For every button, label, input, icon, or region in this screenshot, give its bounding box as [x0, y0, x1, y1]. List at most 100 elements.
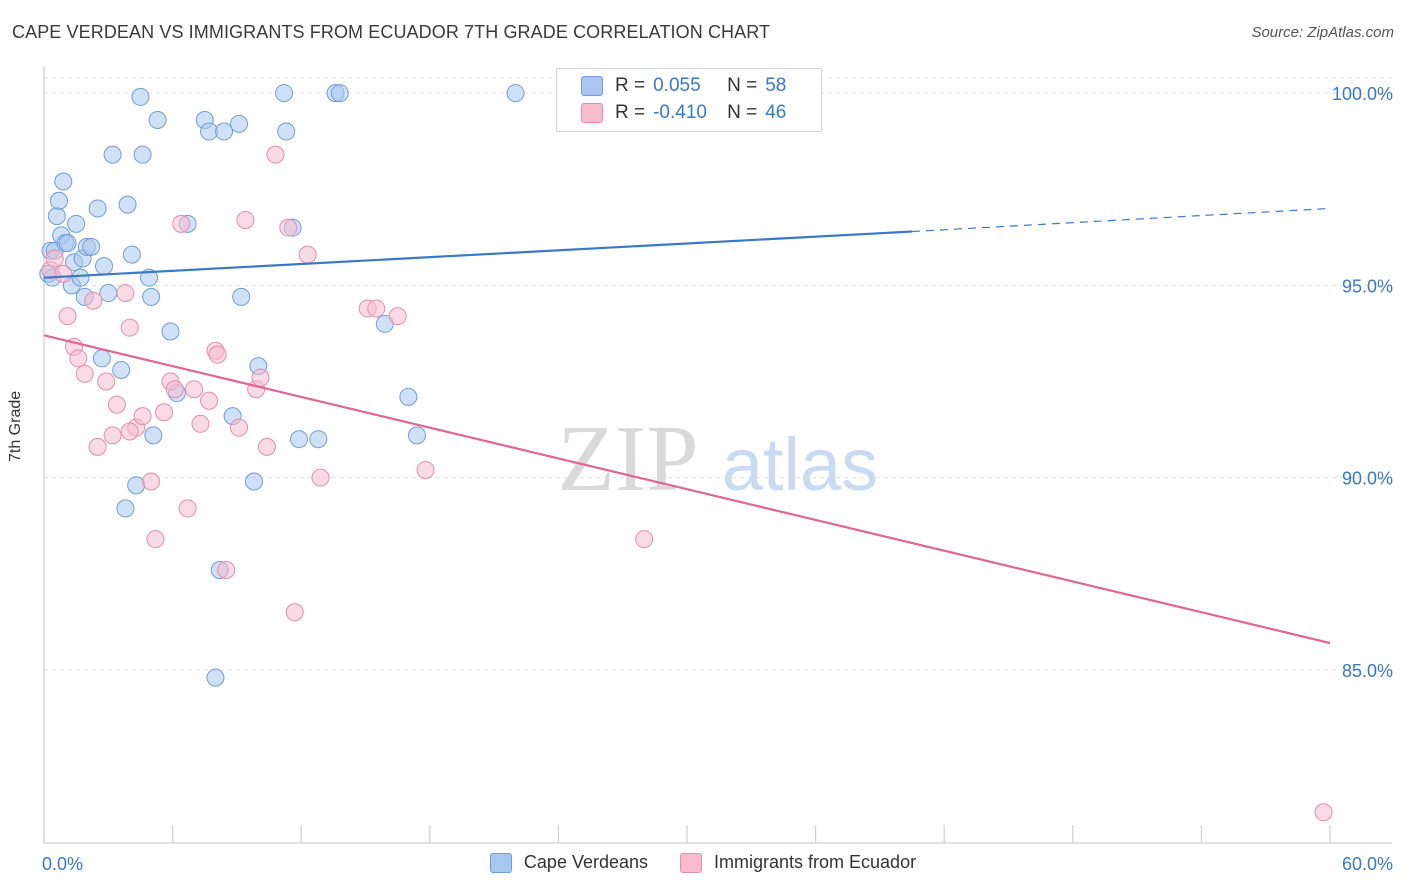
data-point [69, 349, 88, 368]
data-point [103, 426, 122, 445]
watermark-atlas: atlas [722, 423, 878, 506]
data-point [191, 414, 210, 433]
data-point [140, 268, 159, 287]
y-tick-label: 100.0% [1332, 84, 1393, 104]
data-point [161, 322, 180, 341]
data-point [388, 307, 407, 326]
data-point [50, 191, 69, 210]
trend-lines [43, 207, 1331, 645]
data-point [142, 287, 161, 306]
legend-swatch-blue [489, 852, 512, 873]
data-point [399, 387, 418, 406]
watermark-zip: ZIP [558, 407, 699, 511]
data-point [230, 114, 249, 133]
legend-n-label: N = [727, 102, 758, 123]
data-point [45, 249, 64, 268]
data-point [122, 245, 141, 264]
data-point [120, 318, 139, 337]
legend-n-value: 46 [765, 102, 787, 123]
data-point [236, 210, 255, 229]
data-point [165, 380, 184, 399]
legend-swatch-pink [581, 103, 603, 123]
data-point [506, 84, 525, 103]
data-point [266, 145, 285, 164]
data-point [416, 460, 435, 479]
data-point [185, 380, 204, 399]
legend-item-cape-verdeans: Cape Verdeans [489, 852, 648, 873]
data-point [245, 472, 264, 491]
data-point [88, 199, 107, 218]
data-point [116, 284, 135, 303]
data-point [99, 284, 118, 303]
legend-r-label: R = [615, 75, 646, 96]
y-axis-label: 7th Grade [7, 390, 24, 462]
legend-r-label: R = [615, 102, 646, 123]
source-label: Source: ZipAtlas.com [1251, 24, 1394, 41]
data-point [133, 145, 152, 164]
data-point [84, 291, 103, 310]
data-point [146, 530, 165, 549]
data-point [54, 172, 73, 191]
legend-row-ecuador: R = -0.410 N = 46 [581, 100, 786, 126]
data-point [142, 472, 161, 491]
data-point [275, 84, 294, 103]
legend-n-label: N = [727, 75, 758, 96]
data-point [257, 437, 276, 456]
data-point [290, 430, 309, 449]
data-point [635, 530, 654, 549]
data-point [103, 145, 122, 164]
data-point [407, 426, 426, 445]
data-point [148, 110, 167, 129]
legend-swatch-blue [581, 76, 603, 96]
data-point [230, 418, 249, 437]
data-point [107, 395, 126, 414]
data-point [217, 560, 236, 579]
data-point [116, 499, 135, 518]
data-point [311, 468, 330, 487]
data-point [71, 268, 90, 287]
gridlines [44, 77, 1392, 671]
x-tick-label: 0.0% [42, 854, 83, 874]
data-point [330, 84, 349, 103]
y-tick-label: 90.0% [1342, 469, 1393, 489]
data-point [155, 403, 174, 422]
data-point [75, 364, 94, 383]
data-point [172, 214, 191, 233]
data-point [200, 122, 219, 141]
legend-r-value: -0.410 [653, 102, 707, 123]
data-point [92, 349, 111, 368]
data-points [39, 84, 1333, 822]
tick-labels: 85.0% 90.0% 95.0% 100.0% 0.0% 60.0% [42, 84, 1393, 874]
data-point [277, 122, 296, 141]
data-point [232, 287, 251, 306]
data-point [215, 122, 234, 141]
data-point [200, 391, 219, 410]
trend-line-extension [912, 207, 1331, 233]
data-point [133, 407, 152, 426]
data-point [279, 218, 298, 237]
legend-r-value: 0.055 [653, 75, 701, 96]
y-tick-label: 85.0% [1342, 661, 1393, 681]
legend-swatch-pink [680, 852, 703, 873]
data-point [47, 207, 66, 226]
data-point [178, 499, 197, 518]
trend-line-ecuador [43, 334, 1331, 645]
data-point [118, 195, 137, 214]
data-point [88, 437, 107, 456]
data-point [206, 668, 225, 687]
data-point [58, 307, 77, 326]
data-point [285, 603, 304, 622]
data-point [144, 426, 163, 445]
data-point [1314, 803, 1333, 822]
data-point [251, 368, 270, 387]
trend-line-cape-verdeans [43, 230, 913, 279]
data-point [309, 430, 328, 449]
axes [43, 66, 1392, 844]
data-point [58, 234, 77, 253]
data-point [127, 476, 146, 495]
series-ecuador [41, 145, 1333, 822]
legend-label: Immigrants from Ecuador [714, 852, 917, 872]
data-point [112, 360, 131, 379]
data-point [82, 237, 101, 256]
